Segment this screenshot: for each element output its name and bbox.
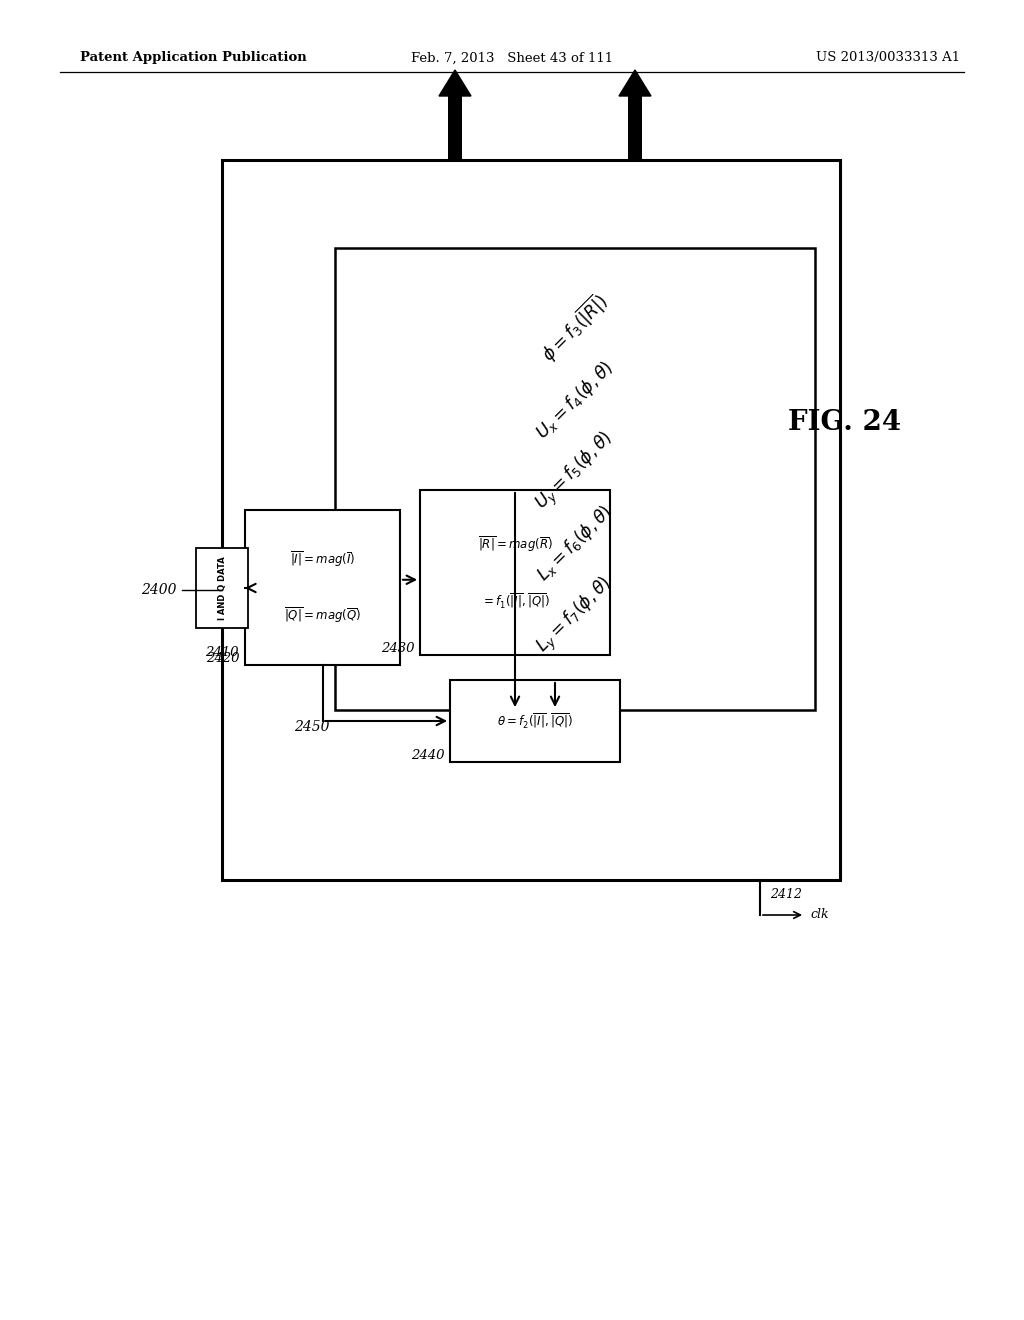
Text: 2440: 2440 <box>412 748 445 762</box>
Bar <box>222 160 840 880</box>
Bar <box>420 490 610 655</box>
Text: 2400: 2400 <box>141 583 177 597</box>
Text: 2430: 2430 <box>382 642 415 655</box>
Text: $\overline{|I|} = mag(\overline{I})$: $\overline{|I|} = mag(\overline{I})$ <box>290 549 355 569</box>
Bar <box>196 548 248 628</box>
Bar <box>449 96 462 160</box>
Text: US 2013/0033313 A1: US 2013/0033313 A1 <box>816 51 961 65</box>
Text: $= f_1(\overline{|I|}, \overline{|Q|})$: $= f_1(\overline{|I|}, \overline{|Q|})$ <box>480 591 550 610</box>
Text: 2420: 2420 <box>207 652 240 665</box>
Text: $U_x = f_4(\phi, \theta)$: $U_x = f_4(\phi, \theta)$ <box>531 356 618 444</box>
Text: clk: clk <box>810 908 828 921</box>
Text: FIG. 24: FIG. 24 <box>788 409 901 436</box>
Text: $\overline{|Q|} = mag(\overline{Q})$: $\overline{|Q|} = mag(\overline{Q})$ <box>284 606 361 626</box>
Text: 2450: 2450 <box>295 719 330 734</box>
Text: Patent Application Publication: Patent Application Publication <box>80 51 307 65</box>
Bar <box>450 680 620 762</box>
Text: 2410: 2410 <box>205 645 239 659</box>
Bar <box>245 510 400 665</box>
Text: Feb. 7, 2013   Sheet 43 of 111: Feb. 7, 2013 Sheet 43 of 111 <box>411 51 613 65</box>
Polygon shape <box>439 70 471 96</box>
Text: $\overline{|R|} = mag(\overline{R})$: $\overline{|R|} = mag(\overline{R})$ <box>477 535 553 554</box>
Text: I AND Q DATA: I AND Q DATA <box>217 556 226 620</box>
Text: $\phi = f_3(\overline{|R|})$: $\phi = f_3(\overline{|R|})$ <box>536 289 614 367</box>
Bar <box>628 96 642 160</box>
Text: $L_y = f_7(\phi, \theta)$: $L_y = f_7(\phi, \theta)$ <box>531 573 618 659</box>
Text: $\theta = f_2(\overline{|I|}, \overline{|Q|})$: $\theta = f_2(\overline{|I|}, \overline{… <box>497 711 573 730</box>
Text: $L_x = f_6(\phi, \theta)$: $L_x = f_6(\phi, \theta)$ <box>532 502 617 586</box>
Bar <box>335 248 815 710</box>
Text: $U_y = f_5(\phi, \theta)$: $U_y = f_5(\phi, \theta)$ <box>530 428 620 516</box>
Text: 2412: 2412 <box>770 888 802 902</box>
Polygon shape <box>618 70 651 96</box>
